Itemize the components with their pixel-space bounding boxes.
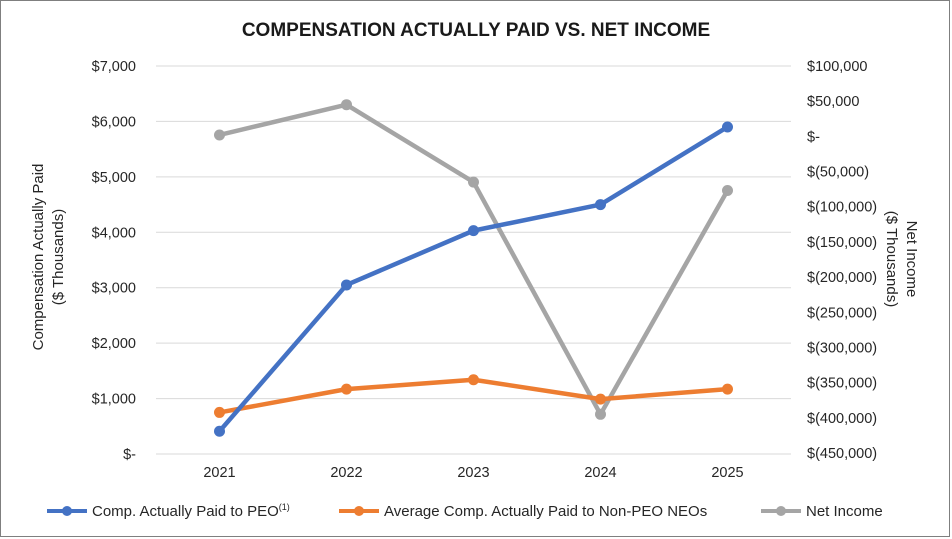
legend-label-net-income: Net Income	[806, 503, 883, 520]
data-point	[214, 129, 225, 141]
series-group	[214, 99, 733, 437]
data-point	[341, 279, 352, 291]
legend-item-net-income[interactable]: Net Income	[761, 503, 883, 520]
legend-superscript-peo: (1)	[279, 502, 290, 512]
left-tick-label: $3,000	[92, 281, 136, 297]
data-point	[722, 383, 733, 395]
left-axis-label-line1: Compensation Actually Paid	[30, 164, 47, 351]
right-tick-label: $(200,000)	[807, 270, 877, 286]
x-tick-label: 2022	[330, 465, 362, 481]
right-axis-label-line1: Net Income	[903, 221, 920, 298]
left-tick-label: $-	[123, 447, 136, 463]
data-point	[468, 225, 479, 237]
right-tick-label: $(400,000)	[807, 411, 877, 427]
right-tick-label: $-	[807, 129, 820, 145]
data-point	[468, 374, 479, 386]
right-tick-label: $100,000	[807, 59, 867, 75]
left-axis-ticks: $- $1,000 $2,000 $3,000 $4,000 $5,000 $6,000 $7…	[92, 59, 137, 463]
left-tick-label: $5,000	[92, 170, 136, 186]
data-point	[595, 408, 606, 420]
left-tick-label: $2,000	[92, 336, 136, 352]
legend-label-peo: Comp. Actually Paid to PEO	[92, 503, 279, 520]
data-point	[468, 176, 479, 188]
data-point	[341, 99, 352, 111]
data-point	[722, 121, 733, 133]
legend-marker-non-peo	[354, 506, 364, 516]
data-point	[341, 383, 352, 395]
right-axis-label-line2: ($ Thousands)	[883, 211, 900, 307]
data-point	[214, 406, 225, 418]
legend-item-non-peo[interactable]: Average Comp. Actually Paid to Non-PEO N…	[339, 503, 707, 520]
series-line-0	[217, 124, 730, 434]
left-tick-label: $4,000	[92, 225, 136, 241]
legend-item-peo[interactable]: Comp. Actually Paid to PEO(1)	[47, 502, 290, 520]
x-axis-ticks: 2021 2022 2023 2024 2025	[203, 465, 743, 481]
x-tick-label: 2021	[203, 465, 235, 481]
right-tick-label: $(100,000)	[807, 200, 877, 216]
right-tick-label: $(150,000)	[807, 235, 877, 251]
x-tick-label: 2023	[457, 465, 489, 481]
left-tick-label: $1,000	[92, 392, 136, 408]
left-axis-label-line2: ($ Thousands)	[50, 209, 67, 305]
legend: Comp. Actually Paid to PEO(1) Average Co…	[47, 502, 883, 520]
right-tick-label: $(450,000)	[807, 446, 877, 462]
data-point	[722, 185, 733, 197]
right-tick-label: $(300,000)	[807, 340, 877, 356]
right-tick-label: $(350,000)	[807, 376, 877, 392]
x-tick-label: 2024	[584, 465, 616, 481]
right-axis-ticks: $100,000 $50,000 $- $(50,000) $(100,000) $(15…	[807, 59, 877, 462]
left-tick-label: $7,000	[92, 59, 136, 75]
left-tick-label: $6,000	[92, 114, 136, 130]
data-point	[595, 393, 606, 405]
chart-title: COMPENSATION ACTUALLY PAID VS. NET INCOM…	[242, 20, 710, 41]
right-tick-label: $(250,000)	[807, 305, 877, 321]
legend-marker-peo	[62, 506, 72, 516]
right-tick-label: $(50,000)	[807, 165, 869, 181]
right-tick-label: $50,000	[807, 94, 859, 110]
x-tick-label: 2025	[711, 465, 743, 481]
legend-marker-net-income	[776, 506, 786, 516]
series-line-2	[217, 102, 730, 417]
legend-label-non-peo: Average Comp. Actually Paid to Non-PEO N…	[384, 503, 707, 520]
data-point	[595, 199, 606, 211]
svg-text:Comp. Actually Paid to PEO(1): Comp. Actually Paid to PEO(1)	[92, 502, 290, 520]
data-point	[214, 425, 225, 437]
